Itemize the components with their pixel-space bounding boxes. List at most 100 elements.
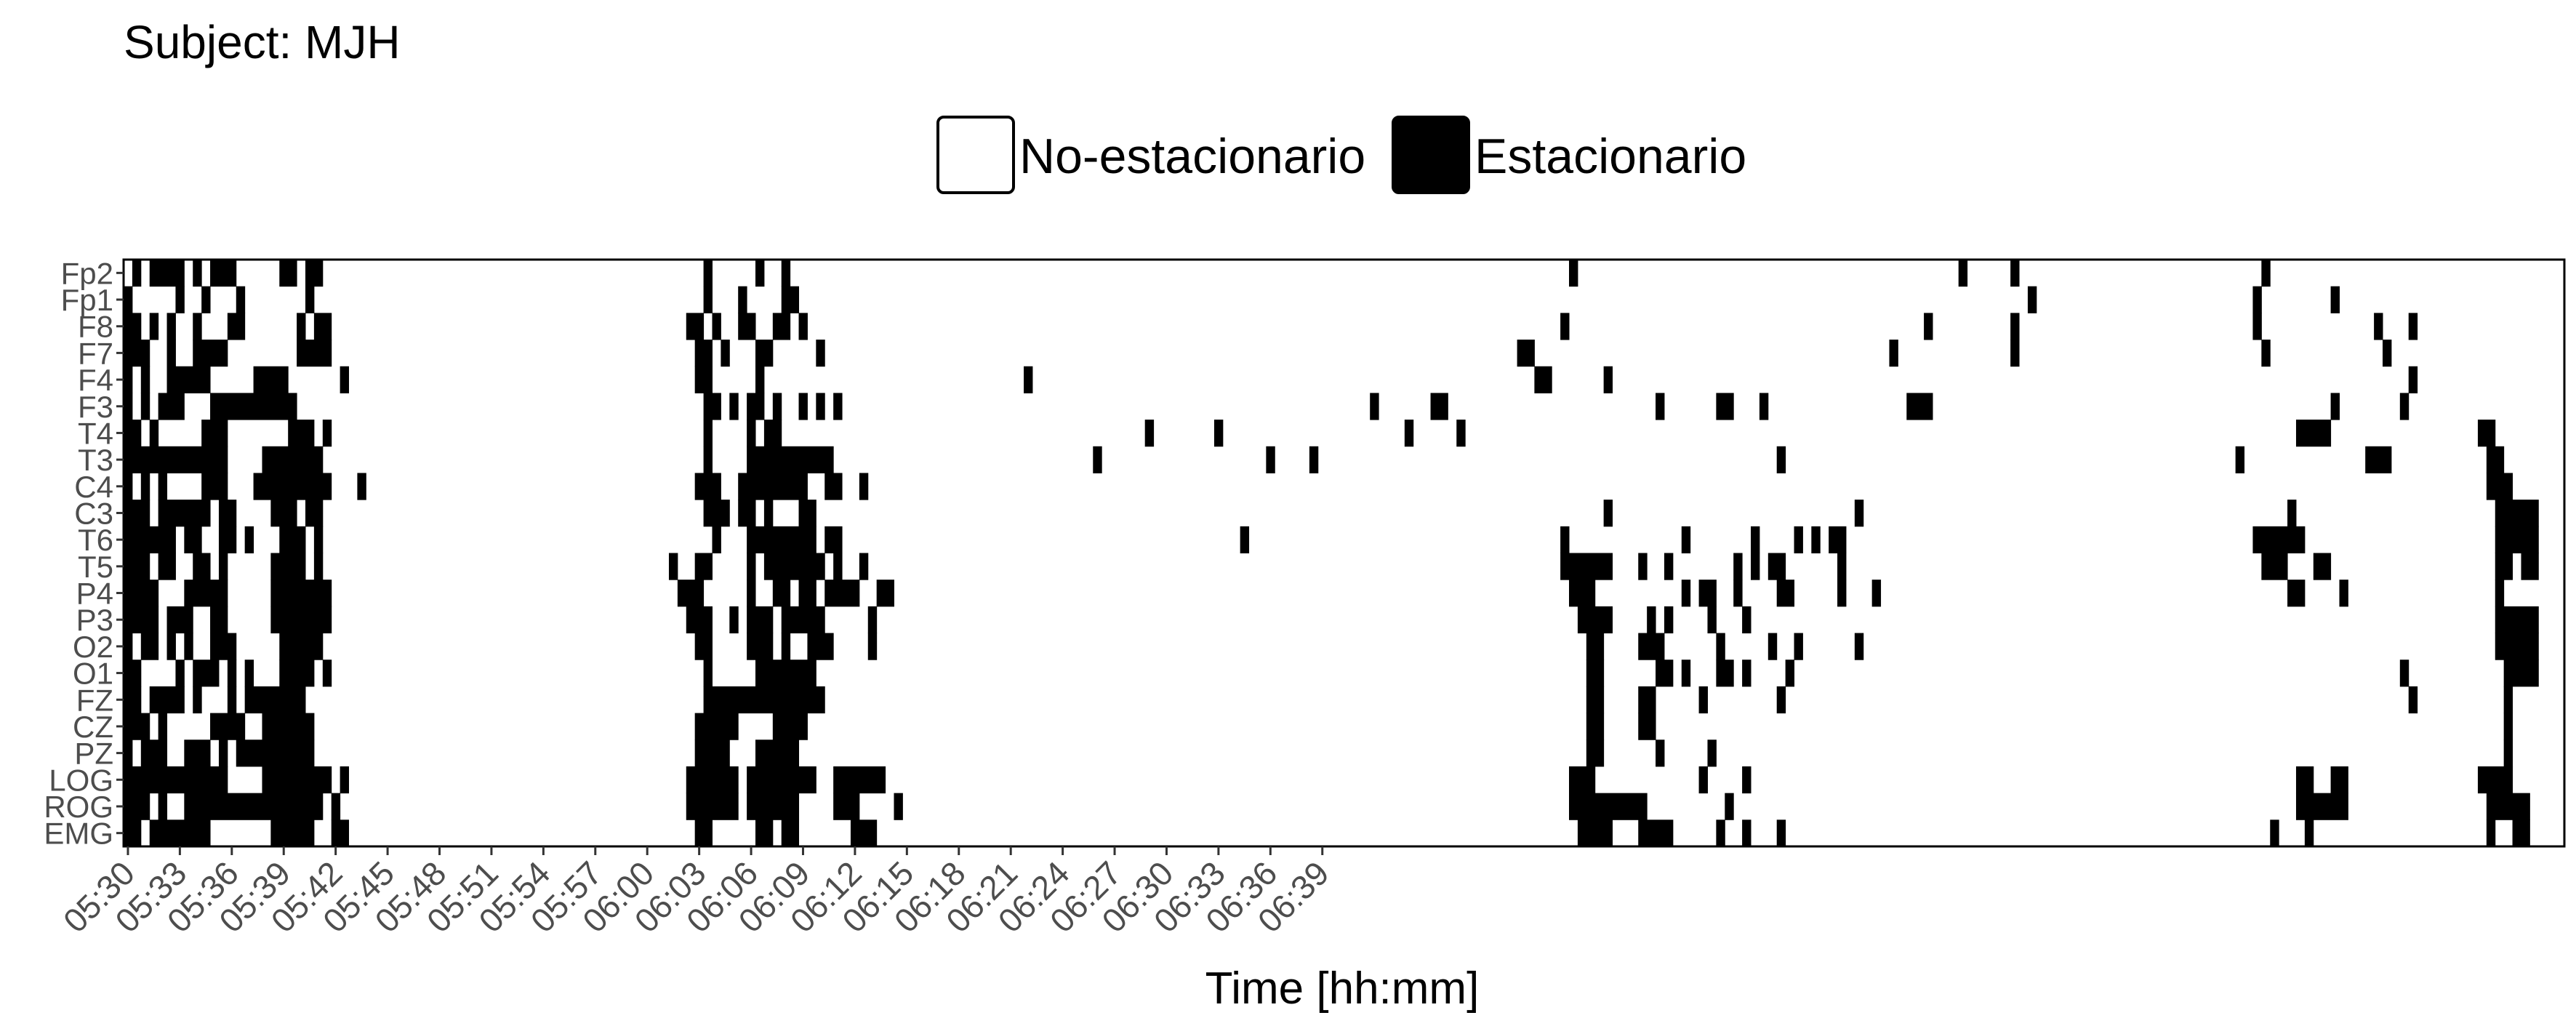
heatmap-cell-estacionario (158, 473, 168, 500)
heatmap-cell-estacionario (158, 713, 168, 740)
heatmap-cell-estacionario (1560, 553, 1613, 580)
heatmap-cell-estacionario (1404, 420, 1414, 447)
heatmap-cell-estacionario (210, 260, 237, 287)
heatmap-cell-estacionario (227, 313, 246, 340)
heatmap-cell-estacionario (703, 446, 713, 473)
heatmap-cell-estacionario (1794, 526, 1803, 553)
heatmap-cell-estacionario (1958, 260, 1968, 287)
heatmap-cell-estacionario (2313, 553, 2332, 580)
heatmap-cell-estacionario (270, 606, 332, 634)
heatmap-cell-estacionario (694, 740, 730, 767)
heatmap-cell-estacionario (1837, 580, 1847, 607)
heatmap-cell-estacionario (158, 793, 168, 820)
heatmap-cell-estacionario (763, 420, 782, 447)
y-tick-label: F3 (78, 390, 113, 424)
heatmap-cell-estacionario (2010, 313, 2020, 340)
heatmap-cell-estacionario (357, 473, 366, 500)
heatmap-cell-estacionario (140, 740, 168, 767)
heatmap-cell-estacionario (781, 260, 791, 287)
heatmap-cell-estacionario (867, 606, 878, 634)
heatmap-cell-estacionario (738, 313, 756, 340)
heatmap-cell-estacionario (331, 793, 341, 820)
y-tick-label: LOG (49, 763, 113, 797)
legend-label-estacionario: Estacionario (1474, 129, 1746, 184)
heatmap-cell-estacionario (1751, 553, 1760, 580)
heatmap-cell-estacionario (1603, 366, 1613, 393)
heatmap-cell-estacionario (694, 366, 713, 393)
heatmap-cell-estacionario (755, 340, 774, 367)
heatmap-cell-estacionario (1638, 686, 1656, 714)
heatmap-cell-estacionario (253, 366, 289, 393)
heatmap-cell-estacionario (262, 446, 324, 473)
heatmap-cell-estacionario (686, 313, 705, 340)
heatmap-cell-estacionario (1024, 366, 1033, 393)
heatmap-cell-estacionario (781, 606, 825, 634)
heatmap-cell-estacionario (2503, 686, 2513, 714)
heatmap-cell-estacionario (124, 713, 151, 740)
heatmap-cell-estacionario (1716, 660, 1734, 687)
heatmap-cell-estacionario (694, 713, 739, 740)
heatmap-cell-estacionario (747, 580, 756, 607)
heatmap-cell-estacionario (2261, 340, 2271, 367)
heatmap-cell-estacionario (824, 526, 843, 553)
heatmap-cell-estacionario (2252, 526, 2306, 553)
heatmap-cell-estacionario (184, 526, 202, 553)
heatmap-cell-estacionario (2408, 313, 2418, 340)
heatmap-cell-estacionario (124, 793, 151, 820)
heatmap-cell-estacionario (2503, 713, 2513, 740)
heatmap-cell-estacionario (747, 553, 756, 580)
heatmap-cell-estacionario (1889, 340, 1898, 367)
heatmap-cell-estacionario (2304, 819, 2314, 847)
heatmap-cell-estacionario (738, 286, 747, 313)
heatmap-cell-estacionario (763, 553, 825, 580)
heatmap-cell-estacionario (124, 819, 142, 847)
heatmap-cell-estacionario (124, 526, 176, 553)
heatmap-cell-estacionario (218, 526, 237, 553)
heatmap-cell-estacionario (2495, 580, 2505, 607)
heatmap-cell-estacionario (149, 313, 159, 340)
heatmap-cell-estacionario (1569, 580, 1596, 607)
heatmap-cell-estacionario (270, 819, 315, 847)
heatmap-cell-estacionario (1776, 446, 1786, 473)
heatmap-cell-estacionario (124, 286, 133, 313)
heatmap-cell-estacionario (798, 313, 808, 340)
heatmap-cell-estacionario (747, 526, 816, 553)
heatmap-cell-estacionario (1725, 793, 1734, 820)
heatmap-cell-estacionario (1093, 446, 1102, 473)
y-tick-label: ROG (44, 790, 113, 824)
heatmap-cell-estacionario (833, 393, 843, 420)
heatmap-cell-estacionario (755, 819, 774, 847)
heatmap-cell-estacionario (876, 580, 894, 607)
y-tick-label: P3 (76, 603, 113, 637)
heatmap-cell-estacionario (694, 340, 713, 367)
heatmap-cell-estacionario (210, 606, 228, 634)
heatmap-cell-estacionario (763, 500, 774, 527)
y-tick-label: O2 (73, 630, 113, 664)
heatmap-cell-estacionario (798, 500, 816, 527)
heatmap-cell-estacionario (2295, 793, 2348, 820)
heatmap-cell-estacionario (1586, 686, 1605, 714)
heatmap-cell-estacionario (149, 819, 211, 847)
heatmap-cell-estacionario (184, 740, 211, 767)
heatmap-cell-estacionario (703, 286, 713, 313)
heatmap-cell-estacionario (781, 286, 800, 313)
heatmap-cell-estacionario (1638, 553, 1648, 580)
heatmap-cell-estacionario (210, 393, 297, 420)
heatmap-cell-estacionario (218, 740, 228, 767)
heatmap-cell-estacionario (1560, 526, 1570, 553)
heatmap-cell-estacionario (279, 633, 324, 660)
heatmap-cell-estacionario (772, 313, 791, 340)
heatmap-cell-estacionario (1681, 660, 1691, 687)
heatmap-cell-estacionario (703, 420, 713, 447)
y-tick-label: O1 (73, 657, 113, 691)
heatmap-cell-estacionario (124, 473, 133, 500)
heatmap-cell-estacionario (1240, 526, 1250, 553)
heatmap-cell-estacionario (184, 793, 324, 820)
x-axis-label: Time [hh:mm] (1205, 963, 1480, 1014)
y-tick-label: C3 (74, 496, 113, 530)
heatmap-cell-estacionario (867, 633, 878, 660)
heatmap-cell-estacionario (279, 660, 315, 687)
heatmap-cell-estacionario (2365, 446, 2392, 473)
heatmap-cell-estacionario (227, 660, 237, 687)
y-tick-label: P4 (76, 577, 113, 611)
